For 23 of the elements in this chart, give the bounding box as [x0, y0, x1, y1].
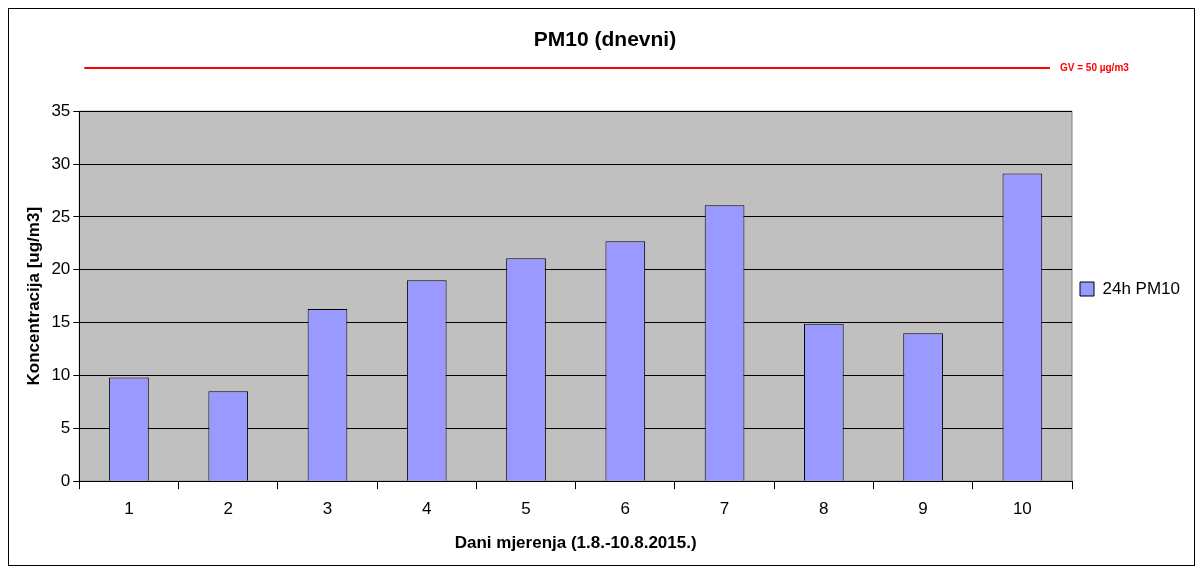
y-tick-label: 20 — [51, 259, 71, 279]
x-tick-label: 10 — [1012, 499, 1032, 519]
x-tick-label: 3 — [322, 499, 333, 519]
x-tick-label: 1 — [124, 499, 134, 519]
y-tick-label: 30 — [51, 153, 71, 173]
x-axis-title: Dani mjerenja (1.8.-10.8.2015.) — [454, 533, 697, 553]
x-tick-label: 7 — [719, 499, 730, 519]
x-tick-label: 4 — [422, 499, 432, 519]
x-tick-label: 2 — [223, 499, 233, 519]
y-tick-label: 35 — [51, 100, 71, 120]
y-tick-label: 25 — [51, 206, 71, 226]
x-tick-label: 6 — [620, 499, 631, 519]
x-tick-label: 8 — [819, 499, 829, 519]
x-tick-label: 9 — [918, 499, 928, 519]
x-tick-label: 5 — [521, 499, 531, 519]
y-tick-label: 10 — [51, 365, 71, 385]
legend-label: 24h PM10 — [1102, 278, 1180, 298]
y-tick-label: 5 — [60, 418, 71, 438]
y-axis-title: Koncentracija [ug/m3] — [23, 206, 43, 386]
chart-title: PM10 (dnevni) — [533, 27, 677, 51]
y-tick-label: 0 — [60, 470, 71, 490]
text: GV = 50 µg/m3 — [1060, 61, 1130, 73]
y-tick-label: 15 — [51, 312, 71, 332]
